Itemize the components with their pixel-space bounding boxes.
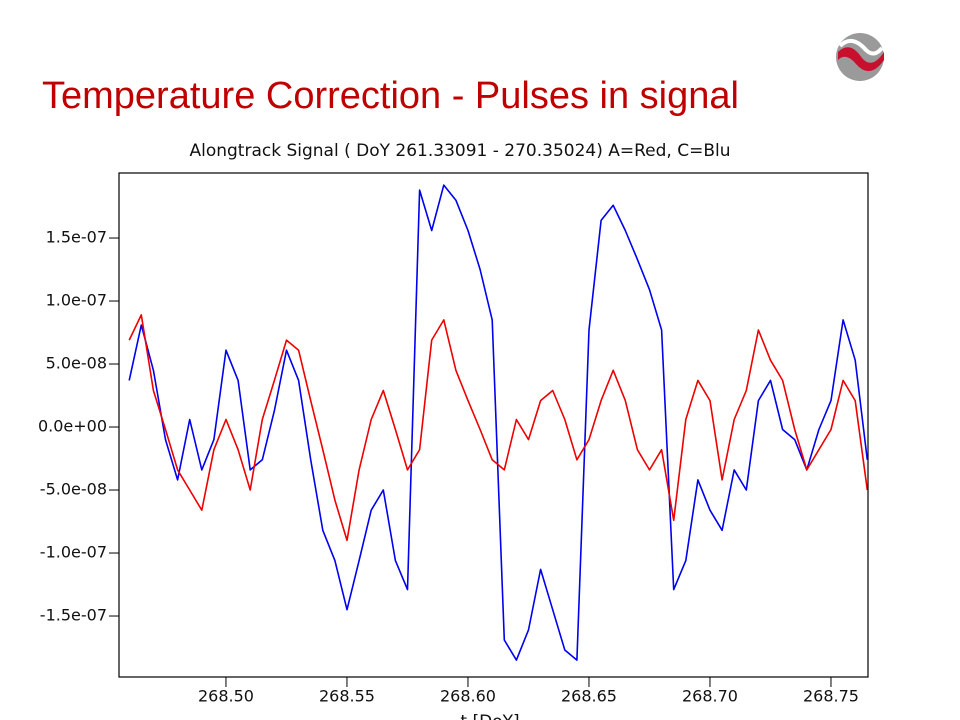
y-tick-label: -1.5e-07 <box>40 606 107 625</box>
x-tick-label: 268.75 <box>803 687 859 706</box>
x-tick-label: 268.55 <box>319 687 375 706</box>
y-tick-label: -5.0e-08 <box>40 480 107 499</box>
y-tick-label: 0.0e+00 <box>38 417 107 436</box>
x-tick-label: 268.50 <box>198 687 254 706</box>
y-tick-label: 5.0e-08 <box>46 354 107 373</box>
plot-area <box>128 184 868 661</box>
x-tick-label: 268.65 <box>561 687 617 706</box>
x-axis-label: t [DoY] <box>460 712 519 720</box>
series-line <box>128 314 868 542</box>
x-tick-label: 268.70 <box>682 687 738 706</box>
y-tick-label: -1.0e-07 <box>40 543 107 562</box>
chart-title: Alongtrack Signal ( DoY 261.33091 - 270.… <box>189 141 730 161</box>
x-tick-label: 268.60 <box>440 687 496 706</box>
y-tick-label: 1.5e-07 <box>46 228 107 247</box>
plot-frame <box>118 172 869 678</box>
logo <box>836 33 884 81</box>
y-tick-label: 1.0e-07 <box>46 291 107 310</box>
slide-title: Temperature Correction - Pulses in signa… <box>42 75 739 117</box>
series-line <box>128 184 868 661</box>
